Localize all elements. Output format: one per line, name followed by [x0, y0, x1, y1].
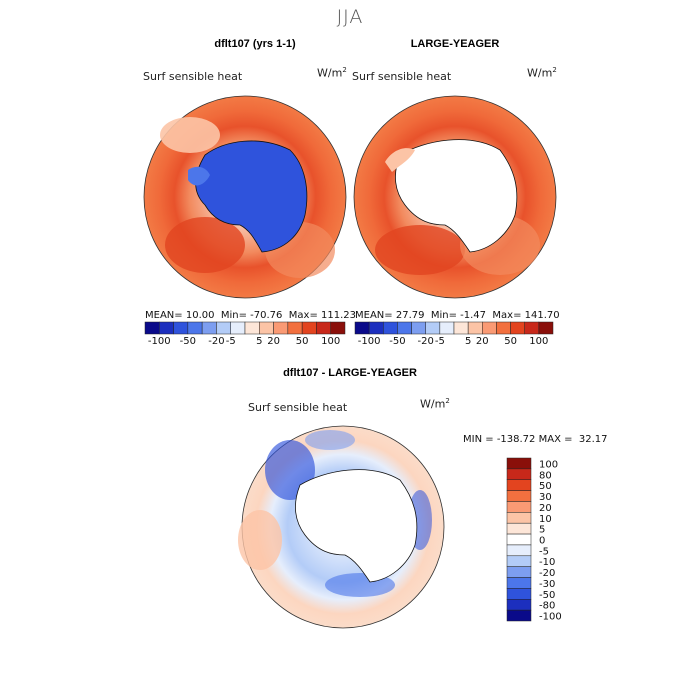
map-obs — [353, 95, 557, 299]
colorbar-model-tick-label: -5 — [226, 336, 236, 347]
antarctica-diff — [295, 469, 418, 583]
colorbar-obs-tick-label: -50 — [389, 336, 405, 347]
variable-label-obs: Surf sensible heat — [352, 70, 452, 83]
colorbar-obs-tick-label: 50 — [504, 336, 517, 347]
colorbar-model-tick-label: 100 — [321, 336, 340, 347]
colorbar-obs-swatch — [482, 321, 497, 335]
colorbar-model-tick-label: -100 — [148, 336, 171, 347]
colorbar-diff-tick-label: -30 — [539, 579, 555, 590]
colorbar-model-swatch — [173, 321, 189, 335]
colorbar-obs-swatch — [510, 321, 525, 335]
colorbar-model-swatch — [244, 321, 260, 335]
colorbar-model-swatch — [273, 321, 289, 335]
colorbar-diff-swatch — [506, 501, 532, 513]
units-label-diff: W/m2 — [420, 397, 450, 411]
colorbar-obs-swatch — [496, 321, 511, 335]
colorbar-diff-tick-label: 10 — [539, 514, 552, 525]
colorbar-model-tick-label: 50 — [296, 336, 309, 347]
colorbar-diff-tick-label: 100 — [539, 459, 558, 470]
colorbar-obs-tick-label: -20 — [418, 336, 434, 347]
stats-diff: MIN = -138.72 MAX = 32.17 — [463, 434, 608, 445]
colorbar-diff-swatch — [506, 544, 532, 557]
colorbar-obs-swatch — [439, 321, 455, 335]
colorbar-obs-swatch — [354, 321, 370, 335]
colorbar-diff-tick-label: -50 — [539, 590, 555, 601]
variable-label-model: Surf sensible heat — [143, 70, 243, 83]
colorbar-obs-swatch — [383, 321, 398, 335]
colorbar-obs-swatch — [524, 321, 540, 335]
colorbar-model-swatch — [287, 321, 303, 335]
season-title: JJA — [336, 6, 364, 28]
colorbar-diff-swatch — [506, 599, 532, 611]
colorbar-obs-swatch — [411, 321, 426, 335]
colorbar-diff-swatch — [506, 577, 532, 589]
colorbar-model-tick-label: 20 — [267, 336, 280, 347]
colorbar-model-swatch — [301, 321, 317, 335]
colorbar-obs-tick-label: 20 — [476, 336, 489, 347]
colorbar-diff-tick-label: -10 — [539, 557, 555, 568]
colorbar-obs-swatch — [538, 321, 554, 335]
stats-obs: MEAN= 27.79 Min= -1.47 Max= 141.70 — [355, 310, 560, 321]
colorbar-diff-swatch — [506, 468, 532, 480]
colorbar-model-swatch — [330, 321, 346, 335]
colorbar-obs: -100 -50 -20 -5 5 20 50 100 — [354, 321, 554, 347]
colorbar-diff-swatch — [506, 490, 532, 502]
colorbar-diff-tick-label: 30 — [539, 492, 552, 503]
colorbar-model-swatch — [201, 321, 217, 335]
colorbar-diff-swatch — [506, 555, 532, 567]
panel-title-model: dflt107 (yrs 1-1) — [214, 38, 296, 50]
colorbar-diff-tick-label: -20 — [539, 568, 555, 579]
colorbar-diff-swatch — [506, 609, 532, 622]
colorbar-model-swatch — [316, 321, 331, 335]
colorbar-obs-swatch — [467, 321, 483, 335]
map-model — [143, 95, 347, 299]
colorbar-obs-swatch — [397, 321, 412, 335]
colorbar-model-swatch — [144, 321, 160, 335]
colorbar-model-swatch — [230, 321, 246, 335]
colorbar-obs-swatch — [368, 321, 384, 335]
variable-label-diff: Surf sensible heat — [248, 401, 348, 414]
colorbar-model-tick-label: -50 — [180, 336, 196, 347]
colorbar-model-tick-label: -20 — [208, 336, 224, 347]
colorbar-diff-tick-label: 5 — [539, 525, 545, 536]
antarctica-obs — [395, 139, 518, 253]
colorbar-model-swatch — [216, 321, 231, 335]
colorbar-model-swatch — [159, 321, 174, 335]
colorbar-obs-tick-label: 5 — [465, 336, 471, 347]
map-diff — [238, 425, 445, 629]
colorbar-diff-tick-label: 0 — [539, 536, 545, 547]
units-label-obs: W/m2 — [527, 66, 557, 80]
colorbar-diff-tick-label: -80 — [539, 601, 555, 612]
colorbar-diff-tick-label: -5 — [539, 546, 549, 557]
colorbar-diff-tick-label: 50 — [539, 481, 552, 492]
colorbar-diff-swatch — [506, 522, 532, 535]
stats-model: MEAN= 10.00 Min= -70.76 Max= 111.23 — [145, 310, 357, 321]
colorbar-obs-swatch — [453, 321, 469, 335]
colorbar-model: -100 -50 -20 -5 5 20 50 100 — [144, 321, 346, 347]
units-label-model: W/m2 — [317, 66, 347, 80]
antarctica-model — [195, 140, 308, 253]
colorbar-diff-swatch — [506, 566, 532, 578]
colorbar-model-tick-label: 5 — [256, 336, 262, 347]
colorbar-obs-tick-label: -5 — [435, 336, 445, 347]
colorbar-obs-tick-label: 100 — [529, 336, 548, 347]
colorbar-diff-swatch — [506, 479, 532, 491]
colorbar-diff-swatch — [506, 512, 532, 524]
colorbar-obs-swatch — [425, 321, 441, 335]
colorbar-diff-swatch — [506, 533, 532, 546]
panel-title-obs: LARGE-YEAGER — [410, 38, 500, 50]
colorbar-diff-tick-label: 80 — [539, 470, 552, 481]
colorbar-model-swatch — [259, 321, 274, 335]
colorbar-diff-swatch — [506, 588, 532, 600]
colorbar-model-swatch — [187, 321, 203, 335]
colorbar-obs-tick-label: -100 — [358, 336, 381, 347]
panel-title-diff: dflt107 - LARGE-YEAGER — [283, 367, 417, 379]
colorbar-diff-tick-label: -100 — [539, 612, 562, 623]
colorbar-diff-tick-label: 20 — [539, 503, 552, 514]
colorbar-diff-swatch — [506, 457, 532, 470]
